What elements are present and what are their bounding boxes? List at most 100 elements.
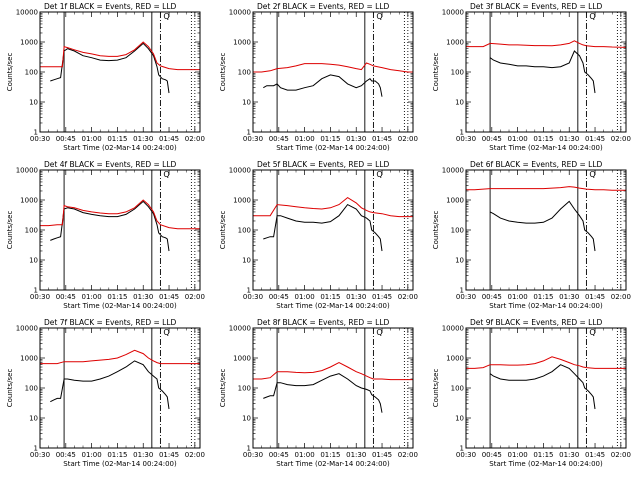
series-line-lld	[40, 41, 200, 71]
y-tick-label: 10	[455, 415, 464, 423]
x-tick-label: 01:00	[508, 293, 528, 301]
x-tick-label: 01:15	[533, 451, 553, 459]
y-tick-label: 100	[25, 227, 38, 235]
y-axis-label: Counts/sec	[219, 211, 227, 250]
q-marker: Q	[589, 12, 595, 21]
panel-det-4: Det 4f BLACK = Events, RED = LLD 1 10 100 10…	[6, 160, 205, 310]
x-tick-label: 00:45	[56, 451, 76, 459]
panel-det-2: Det 2f BLACK = Events, RED = LLD 1 10 100 10…	[219, 2, 418, 152]
plot-frame	[252, 11, 414, 133]
x-tick-label: 01:00	[295, 451, 315, 459]
x-tick-label: 01:15	[107, 451, 127, 459]
y-tick-label: 1000	[446, 355, 464, 363]
x-tick-label: 00:45	[482, 451, 502, 459]
x-tick-label: 00:45	[269, 293, 289, 301]
y-tick-label: 10	[29, 99, 38, 107]
y-tick-label: 10	[29, 257, 38, 265]
x-tick-label: 01:15	[107, 293, 127, 301]
panel-title: Det 4f BLACK = Events, RED = LLD	[44, 160, 177, 169]
x-tick-label: 01:45	[585, 135, 605, 143]
x-tick-label: 02:00	[185, 135, 205, 143]
x-tick-label: 01:15	[107, 135, 127, 143]
panel-title: Det 9f BLACK = Events, RED = LLD	[470, 318, 603, 327]
x-tick-label: 01:45	[372, 293, 392, 301]
x-tick-label: 02:00	[611, 293, 631, 301]
y-tick-label: 1	[34, 445, 38, 453]
x-tick-label: 00:45	[482, 135, 502, 143]
plot-frame	[465, 11, 627, 133]
x-tick-label: 00:30	[456, 293, 476, 301]
y-tick-label: 1000	[20, 197, 38, 205]
y-tick-label: 10000	[442, 167, 464, 175]
panel-det-9: Det 9f BLACK = Events, RED = LLD 1 10 100 10…	[432, 318, 631, 468]
series-line-events	[263, 373, 383, 413]
plot-frame	[252, 327, 414, 449]
x-tick-label: 02:00	[398, 135, 418, 143]
panel-title: Det 1f BLACK = Events, RED = LLD	[44, 2, 177, 11]
panel-det-5: Det 5f BLACK = Events, RED = LLD 1 10 100 10…	[219, 160, 418, 310]
y-tick-label: 1000	[233, 39, 251, 47]
x-tick-label: 00:45	[56, 135, 76, 143]
series-line-lld	[253, 196, 413, 218]
q-marker: Q	[376, 12, 382, 21]
y-tick-label: 100	[25, 69, 38, 77]
x-axis-label: Start Time (02-Mar-14 00:24:00)	[276, 302, 390, 310]
series-line-lld	[253, 62, 413, 73]
y-tick-label: 100	[451, 69, 464, 77]
y-tick-label: 1000	[20, 39, 38, 47]
y-axis-label: Counts/sec	[432, 369, 440, 408]
x-axis-label: Start Time (02-Mar-14 00:24:00)	[489, 302, 603, 310]
x-tick-label: 02:00	[611, 451, 631, 459]
x-tick-label: 01:00	[508, 451, 528, 459]
x-tick-label: 00:30	[243, 135, 263, 143]
y-tick-label: 1	[247, 287, 251, 295]
y-tick-label: 10	[242, 257, 251, 265]
x-tick-label: 02:00	[611, 135, 631, 143]
series-line-events	[489, 364, 596, 410]
panel-title: Det 8f BLACK = Events, RED = LLD	[257, 318, 390, 327]
q-marker: Q	[376, 170, 382, 179]
x-tick-label: 01:00	[295, 135, 315, 143]
x-tick-label: 01:15	[320, 451, 340, 459]
x-axis-label: Start Time (02-Mar-14 00:24:00)	[63, 460, 177, 468]
y-tick-label: 1	[34, 287, 38, 295]
x-tick-label: 00:45	[269, 135, 289, 143]
x-axis-label: Start Time (02-Mar-14 00:24:00)	[276, 460, 390, 468]
y-tick-label: 1	[34, 129, 38, 137]
x-axis-label: Start Time (02-Mar-14 00:24:00)	[63, 302, 177, 310]
series-line-events	[263, 74, 383, 97]
x-tick-label: 01:00	[82, 451, 102, 459]
series-line-events	[50, 360, 170, 410]
x-tick-label: 01:15	[533, 293, 553, 301]
x-tick-label: 01:45	[159, 451, 179, 459]
panel-title: Det 6f BLACK = Events, RED = LLD	[470, 160, 603, 169]
y-tick-label: 10	[242, 99, 251, 107]
y-tick-label: 10000	[229, 325, 251, 333]
plot-frame	[465, 169, 627, 291]
y-tick-label: 10	[242, 415, 251, 423]
series-line-events	[263, 203, 383, 252]
y-tick-label: 1	[247, 445, 251, 453]
x-axis-label: Start Time (02-Mar-14 00:24:00)	[489, 460, 603, 468]
x-axis-label: Start Time (02-Mar-14 00:24:00)	[489, 144, 603, 152]
panel-title: Det 5f BLACK = Events, RED = LLD	[257, 160, 390, 169]
y-tick-label: 1	[460, 445, 464, 453]
x-tick-label: 01:00	[295, 293, 315, 301]
x-tick-label: 00:30	[456, 451, 476, 459]
series-line-events	[489, 50, 596, 94]
y-tick-label: 1000	[20, 355, 38, 363]
q-marker: Q	[163, 170, 169, 179]
y-tick-label: 100	[238, 385, 251, 393]
panel-det-1: Det 1f BLACK = Events, RED = LLD 1 10 100 10…	[6, 2, 205, 152]
y-axis-label: Counts/sec	[6, 211, 14, 250]
q-marker: Q	[163, 12, 169, 21]
x-tick-label: 01:45	[159, 135, 179, 143]
y-tick-label: 1000	[446, 39, 464, 47]
q-marker: Q	[589, 328, 595, 337]
plot-frame	[39, 169, 201, 291]
y-tick-label: 100	[238, 69, 251, 77]
x-tick-label: 00:30	[30, 135, 50, 143]
x-tick-label: 00:30	[456, 135, 476, 143]
x-axis-label: Start Time (02-Mar-14 00:24:00)	[276, 144, 390, 152]
